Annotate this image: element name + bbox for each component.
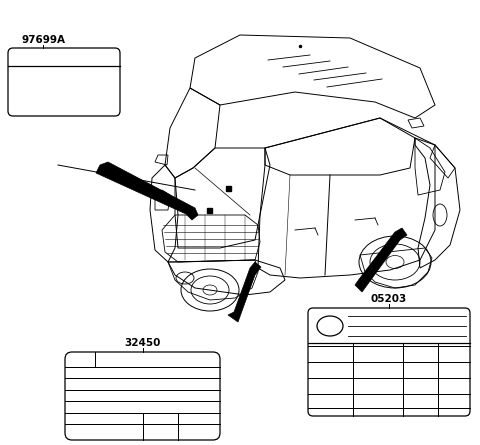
Text: 97699A: 97699A (22, 35, 66, 45)
Text: 05203: 05203 (371, 294, 407, 304)
Bar (226, 186, 231, 191)
Text: 32450: 32450 (124, 338, 161, 348)
Polygon shape (228, 262, 261, 322)
Polygon shape (96, 162, 198, 220)
Bar (207, 208, 212, 213)
Polygon shape (355, 228, 407, 292)
